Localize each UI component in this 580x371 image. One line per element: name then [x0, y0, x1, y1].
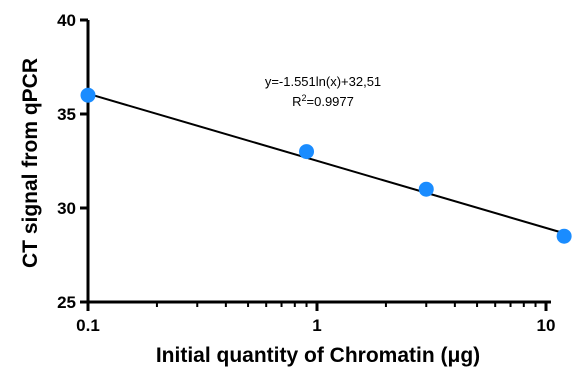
- data-point: [556, 228, 572, 244]
- x-axis-ticks: 0.1 1 10: [76, 302, 555, 335]
- y-axis-title: CT signal from qPCR: [19, 58, 42, 268]
- fit-line-group: [87, 92, 565, 235]
- fit-equation: y=-1.551ln(x)+32,51: [265, 74, 381, 89]
- y-tick-label: 25: [57, 293, 76, 312]
- y-axis-ticks: 25 30 35 40: [57, 11, 88, 312]
- y-tick-label: 35: [57, 105, 76, 124]
- fit-line: [87, 92, 565, 235]
- x-tick-label: 1: [312, 316, 321, 335]
- data-points: [80, 87, 572, 244]
- r-squared-value: =0.9977: [307, 94, 354, 109]
- data-point: [299, 144, 315, 160]
- x-axis-title: Initial quantity of Chromatin (μg): [156, 344, 480, 367]
- fit-r-squared: R2=0.9977: [292, 93, 354, 109]
- y-tick-label: 30: [57, 199, 76, 218]
- x-tick-label: 0.1: [76, 316, 100, 335]
- data-point: [418, 181, 434, 197]
- r-squared-superscript: 2: [302, 93, 307, 103]
- x-tick-label: 10: [537, 316, 556, 335]
- r-squared-prefix: R: [292, 94, 301, 109]
- data-point: [80, 87, 96, 103]
- y-tick-label: 40: [57, 11, 76, 30]
